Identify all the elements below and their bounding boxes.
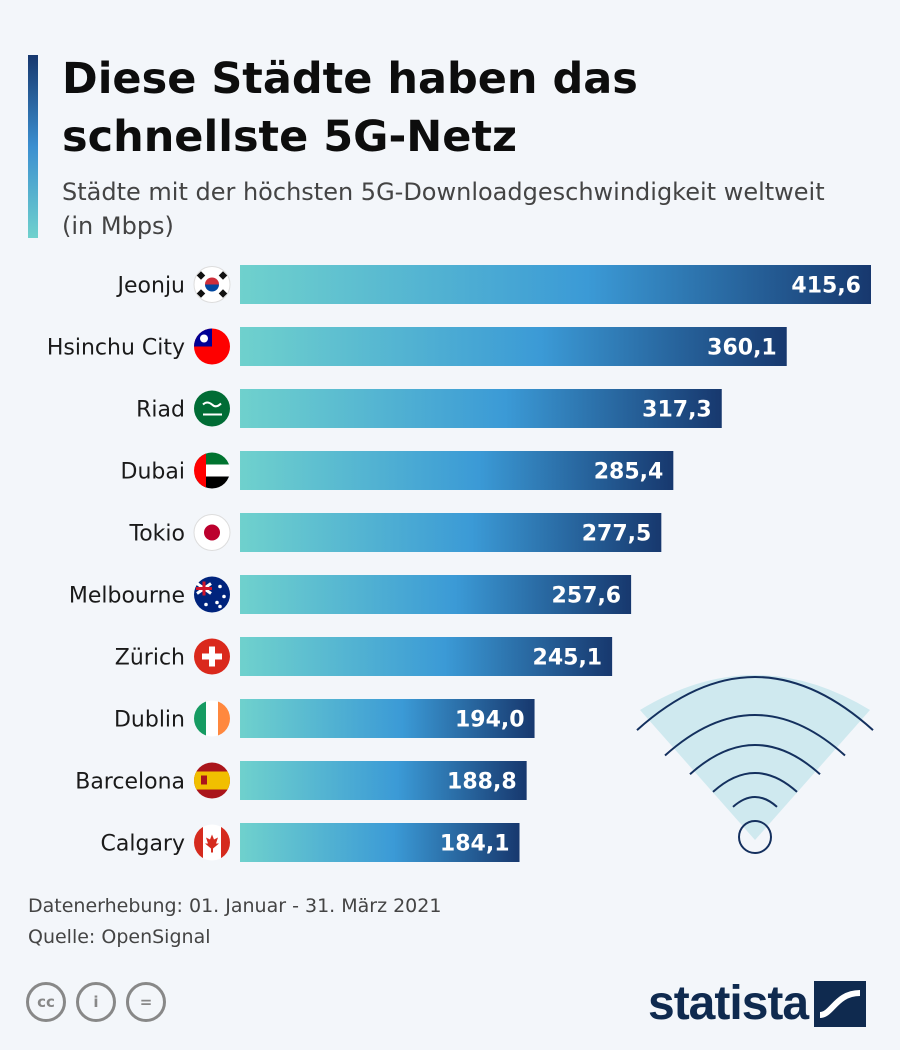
value-label: 277,5 <box>582 522 652 547</box>
wifi-signal-icon <box>636 675 874 854</box>
value-label: 360,1 <box>707 336 777 361</box>
south-korea-flag-icon <box>193 266 231 303</box>
australia-flag-icon <box>194 576 230 613</box>
saudi-arabia-flag-icon <box>194 390 230 427</box>
japan-flag-icon <box>193 514 231 551</box>
category-label: Dublin <box>114 708 185 733</box>
value-label: 245,1 <box>533 646 603 671</box>
ireland-flag-icon <box>194 700 230 737</box>
value-label: 184,1 <box>440 832 510 857</box>
value-label: 194,0 <box>455 708 525 733</box>
category-label: Jeonju <box>116 274 185 299</box>
bar-6 <box>240 575 632 614</box>
nd-icon[interactable]: = <box>126 982 166 1022</box>
bar-7 <box>240 637 613 676</box>
taiwan-flag-icon <box>194 328 230 365</box>
uae-flag-icon <box>194 452 230 489</box>
bar-8 <box>240 699 535 738</box>
source-note: Quelle: OpenSignal <box>28 926 211 948</box>
bar-10 <box>240 823 520 862</box>
value-label: 317,3 <box>642 398 712 423</box>
value-label: 257,6 <box>552 584 622 609</box>
category-label: Calgary <box>101 832 185 857</box>
bar-2 <box>240 327 787 366</box>
by-icon[interactable]: i <box>76 982 116 1022</box>
category-label: Barcelona <box>75 770 185 795</box>
category-label: Riad <box>136 398 185 423</box>
category-label: Zürich <box>115 646 185 671</box>
category-label: Melbourne <box>69 584 185 609</box>
chart-title: Diese Städte haben das schnellste 5G-Net… <box>62 54 638 162</box>
bar-chart: Jeonju 415,6 Hsinchu City 360,1 Riad 317,3 Dub… <box>47 265 871 862</box>
title-accent-bar <box>28 55 38 238</box>
cc-icon[interactable]: cc <box>26 982 66 1022</box>
bar-4 <box>240 451 674 490</box>
survey-period: Datenerhebung: 01. Januar - 31. März 202… <box>28 895 442 917</box>
canada-flag-icon <box>194 824 230 861</box>
bar-3 <box>240 389 722 428</box>
bar-1 <box>240 265 871 304</box>
bar-5 <box>240 513 662 552</box>
license-icons: cc i = <box>26 982 166 1022</box>
bar-9 <box>240 761 527 800</box>
category-label: Hsinchu City <box>47 336 185 361</box>
brand-name: statista <box>648 977 809 1030</box>
value-label: 188,8 <box>447 770 517 795</box>
category-label: Tokio <box>129 522 185 547</box>
statista-logo[interactable]: statista <box>648 976 867 1031</box>
chart-subtitle: Städte mit der höchsten 5G-Downloadgesch… <box>62 178 825 240</box>
value-label: 285,4 <box>594 460 664 485</box>
switzerland-flag-icon <box>194 638 230 675</box>
statista-logo-icon <box>814 980 867 1027</box>
value-label: 415,6 <box>791 274 861 299</box>
category-label: Dubai <box>121 460 185 485</box>
spain-flag-icon <box>194 762 230 799</box>
